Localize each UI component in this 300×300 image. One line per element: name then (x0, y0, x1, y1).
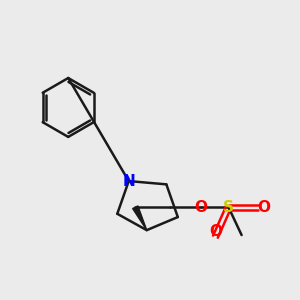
Polygon shape (133, 206, 147, 230)
Text: O: O (257, 200, 270, 215)
Text: O: O (209, 224, 222, 239)
Text: S: S (223, 200, 234, 215)
Text: N: N (122, 174, 135, 189)
Text: O: O (194, 200, 207, 215)
